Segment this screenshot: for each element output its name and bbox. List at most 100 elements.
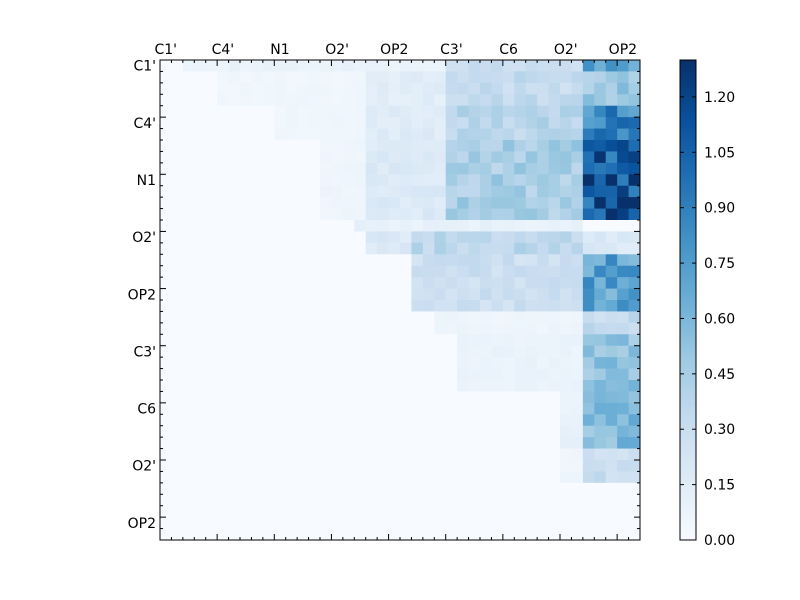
heatmap-cell (308, 414, 321, 427)
heatmap-cell (468, 334, 481, 347)
heatmap-cell (411, 265, 424, 278)
heatmap-cell (491, 162, 504, 175)
heatmap-cell (548, 334, 561, 347)
x-tick-label: C3' (440, 42, 463, 58)
heatmap-cell (457, 254, 469, 267)
heatmap-cell (342, 357, 355, 369)
heatmap-cell (160, 208, 172, 221)
heatmap-cell (582, 482, 595, 495)
heatmap-cell (514, 322, 527, 335)
heatmap-cell (228, 357, 241, 369)
heatmap-cell (514, 334, 527, 347)
heatmap-cell (525, 357, 538, 369)
heatmap-cell (262, 368, 275, 381)
heatmap-cell (320, 300, 332, 312)
heatmap-cell (320, 414, 332, 427)
heatmap-cell (514, 197, 527, 209)
heatmap-cell (171, 220, 184, 232)
heatmap-cell (354, 71, 367, 84)
heatmap-cell (400, 151, 412, 164)
colorbar-tick-label: 0.75 (704, 256, 735, 272)
heatmap-cell (342, 105, 355, 118)
x-tick-label: OP2 (609, 42, 637, 58)
heatmap-cell (502, 402, 515, 415)
heatmap-cell (217, 60, 229, 72)
heatmap-cell (354, 460, 367, 472)
heatmap-cell (582, 494, 595, 507)
heatmap-cell (262, 208, 275, 221)
heatmap-cell (594, 528, 607, 541)
heatmap-cell (171, 494, 184, 507)
heatmap-cell (525, 425, 538, 438)
heatmap-cell (514, 517, 527, 529)
heatmap-cell (331, 71, 344, 84)
heatmap-cell (240, 300, 252, 312)
heatmap-cell (445, 254, 458, 267)
heatmap-cell (422, 60, 435, 72)
heatmap-cell (297, 437, 309, 449)
heatmap-cell (491, 277, 504, 289)
heatmap-cell (171, 471, 184, 484)
heatmap-cell (628, 437, 641, 449)
heatmap-cell (297, 60, 309, 72)
heatmap-cell (514, 505, 527, 518)
heatmap-cell (308, 82, 321, 95)
heatmap-cell (274, 517, 287, 529)
heatmap-cell (377, 105, 389, 118)
heatmap-cell (342, 71, 355, 84)
heatmap-cell (331, 185, 344, 198)
heatmap-cell (320, 105, 332, 118)
heatmap-cell (594, 60, 607, 72)
heatmap-cell (285, 425, 298, 438)
heatmap-cell (605, 277, 618, 289)
heatmap-cell (525, 288, 538, 301)
heatmap-cell (342, 151, 355, 164)
heatmap-cell (285, 448, 298, 461)
heatmap-cell (422, 197, 435, 209)
heatmap-cell (194, 482, 207, 495)
heatmap-cell (274, 322, 287, 335)
heatmap-cell (514, 425, 527, 438)
heatmap-cell (594, 414, 607, 427)
heatmap-cell (594, 357, 607, 369)
heatmap-cell (571, 482, 584, 495)
heatmap-cell (617, 254, 629, 267)
heatmap-cell (160, 402, 172, 415)
heatmap-cell (320, 140, 332, 152)
heatmap-cell (411, 300, 424, 312)
heatmap-cell (480, 128, 492, 141)
heatmap-cell (411, 105, 424, 118)
heatmap-cell (240, 185, 252, 198)
heatmap-cell (628, 162, 641, 175)
heatmap-cell (365, 128, 378, 141)
heatmap-cell (194, 220, 207, 232)
heatmap-cell (342, 517, 355, 529)
heatmap-cell (411, 448, 424, 461)
heatmap-cell (617, 380, 629, 392)
heatmap-cell (182, 414, 195, 427)
heatmap-cell (548, 357, 561, 369)
heatmap-cell (548, 231, 561, 244)
heatmap-cell (228, 220, 241, 232)
heatmap-cell (365, 460, 378, 472)
heatmap-cell (468, 460, 481, 472)
heatmap-cell (251, 265, 264, 278)
heatmap-cell (217, 334, 229, 347)
heatmap-cell (594, 345, 607, 358)
heatmap-cell (320, 482, 332, 495)
heatmap-cell (274, 105, 287, 118)
heatmap-cell (217, 494, 229, 507)
heatmap-cell (411, 174, 424, 187)
heatmap-cell (251, 482, 264, 495)
heatmap-cell (297, 71, 309, 84)
heatmap-cell (502, 494, 515, 507)
heatmap-cell (160, 277, 172, 289)
heatmap-cell (160, 311, 172, 324)
heatmap-cell (331, 162, 344, 175)
heatmap-cell (285, 174, 298, 187)
heatmap-cell (217, 311, 229, 324)
heatmap-cell (194, 425, 207, 438)
heatmap-cell (594, 208, 607, 221)
heatmap-cell (285, 151, 298, 164)
heatmap-cell (502, 345, 515, 358)
